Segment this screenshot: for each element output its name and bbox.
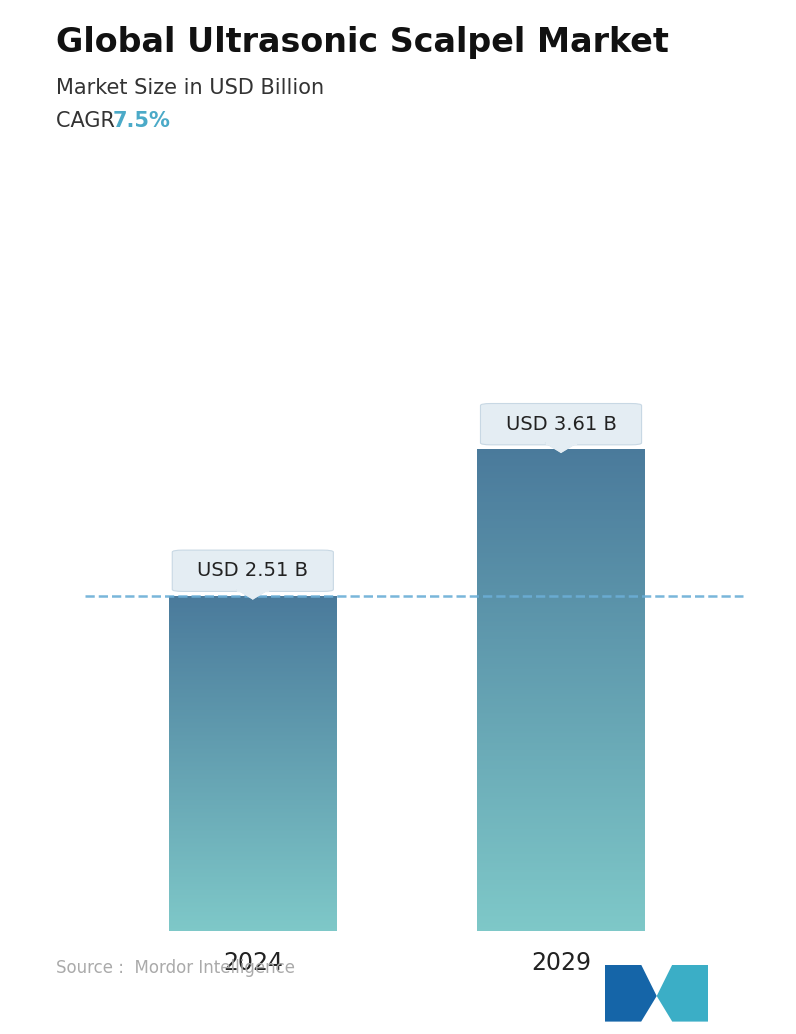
Text: USD 2.51 B: USD 2.51 B (197, 561, 308, 580)
Polygon shape (657, 965, 708, 1022)
Text: USD 3.61 B: USD 3.61 B (505, 415, 616, 433)
Text: Market Size in USD Billion: Market Size in USD Billion (56, 78, 324, 97)
Polygon shape (605, 965, 657, 1022)
Text: Global Ultrasonic Scalpel Market: Global Ultrasonic Scalpel Market (56, 26, 669, 59)
Polygon shape (545, 443, 576, 452)
Polygon shape (237, 589, 268, 599)
Text: Source :  Mordor Intelligence: Source : Mordor Intelligence (56, 960, 295, 977)
FancyBboxPatch shape (481, 403, 642, 445)
Text: 7.5%: 7.5% (113, 111, 171, 130)
Text: 2024: 2024 (223, 950, 283, 975)
FancyBboxPatch shape (172, 550, 334, 591)
Text: CAGR: CAGR (56, 111, 121, 130)
Text: 2029: 2029 (531, 950, 591, 975)
